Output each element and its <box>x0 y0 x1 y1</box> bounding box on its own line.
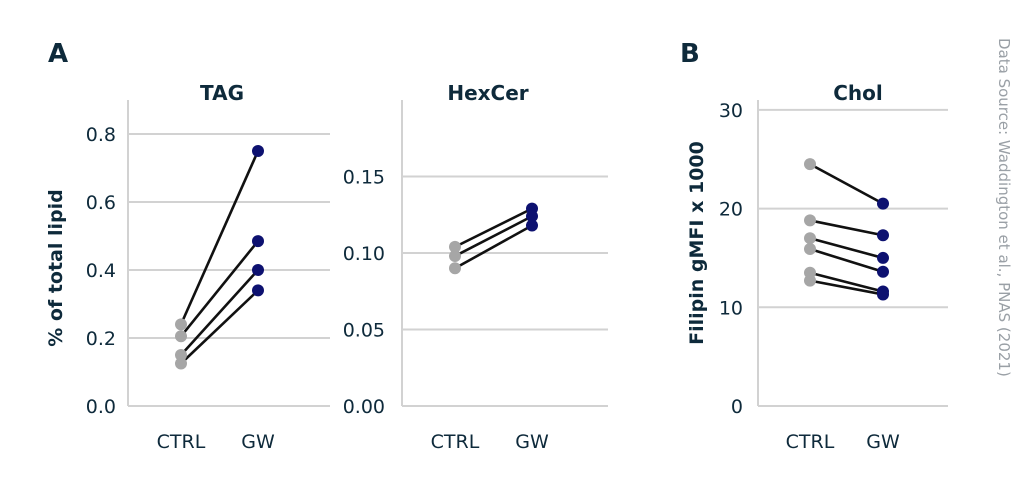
chart-panel-chol: B Chol 0 10 20 30 CTRL GW Filipin gMFI x 1000 <box>680 39 948 453</box>
pair-line <box>809 219 884 237</box>
pair-line <box>809 271 884 293</box>
x-tick-label: CTRL <box>157 431 206 453</box>
pair-line <box>454 224 533 270</box>
ctrl-point <box>449 262 461 275</box>
ctrl-point <box>449 240 461 253</box>
x-tick-label: GW <box>241 431 275 453</box>
pair-line <box>809 163 884 205</box>
y-tick-label: 0.10 <box>343 243 385 265</box>
panel-letter: B <box>680 39 700 69</box>
pair-line <box>180 269 259 356</box>
pair-line <box>809 247 884 273</box>
x-tick-label: CTRL <box>786 431 835 453</box>
chart-panel-hexcer: HexCer 0.00 0.05 0.10 0.15 CTRL GW <box>343 81 608 453</box>
ctrl-point <box>175 330 187 343</box>
y-tick-label: 0.8 <box>86 124 116 146</box>
pair-line <box>454 215 533 258</box>
gw-point <box>877 265 889 278</box>
gw-point <box>252 145 264 157</box>
panel-letter: A <box>48 39 68 69</box>
y-tick-label: 0 <box>731 396 743 418</box>
y-tick-label: 0.0 <box>86 396 116 418</box>
pair-line <box>180 289 259 365</box>
y-tick-label: 20 <box>719 199 743 221</box>
ctrl-point <box>804 214 816 227</box>
ctrl-point <box>804 158 816 171</box>
gw-point <box>877 229 889 242</box>
pair-line <box>809 279 884 296</box>
chart-panel-tag: A TAG 0.0 0.2 0.4 0.6 0.8 CTRL GW % of total lipi… <box>45 39 330 453</box>
gw-point <box>252 284 264 297</box>
y-tick-label: 0.6 <box>86 192 116 214</box>
ctrl-point <box>804 243 816 256</box>
chart-title: HexCer <box>447 81 528 105</box>
y-axis-label: % of total lipid <box>45 189 67 347</box>
y-axis-label: Filipin gMFI x 1000 <box>686 141 708 345</box>
ctrl-point <box>804 232 816 245</box>
chart-title: Chol <box>833 81 883 105</box>
gw-point <box>877 288 889 301</box>
chart-title: TAG <box>200 81 244 105</box>
ctrl-point <box>175 357 187 370</box>
gw-point <box>526 210 538 223</box>
y-tick-label: 0.2 <box>86 328 116 350</box>
ctrl-point <box>804 274 816 287</box>
y-tick-label: 10 <box>719 297 743 319</box>
ctrl-point <box>449 250 461 263</box>
source-note: Data Source: Waddington et al., PNAS (20… <box>995 38 1013 377</box>
pair-line <box>454 207 533 249</box>
y-tick-label: 0.05 <box>343 320 385 342</box>
x-tick-label: GW <box>515 431 549 453</box>
pair-line <box>809 236 884 260</box>
gw-point <box>877 251 889 264</box>
gw-point <box>252 235 264 248</box>
y-tick-label: 30 <box>719 100 743 122</box>
x-tick-label: CTRL <box>431 431 480 453</box>
gw-point <box>877 197 889 210</box>
gw-point <box>252 264 264 276</box>
ctrl-point <box>175 349 187 361</box>
y-tick-label: 0.15 <box>343 167 385 189</box>
pair-line <box>179 240 260 338</box>
y-tick-label: 0.4 <box>86 260 116 282</box>
gw-point <box>526 219 538 232</box>
x-tick-label: GW <box>866 431 900 453</box>
y-tick-label: 0.00 <box>343 396 385 418</box>
pair-line <box>179 150 260 325</box>
ctrl-point <box>175 318 187 331</box>
